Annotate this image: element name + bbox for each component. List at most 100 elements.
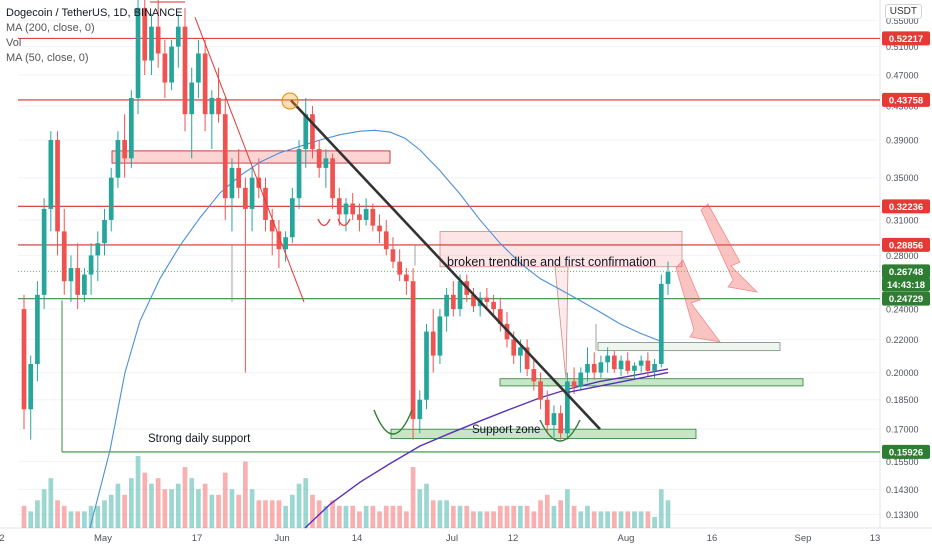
volume-bar (598, 511, 604, 528)
volume-bar (128, 478, 134, 528)
price-label-box (882, 237, 930, 252)
indicator-vol[interactable]: Vol (6, 37, 22, 49)
candle-body (61, 231, 67, 282)
candle-body (551, 413, 557, 426)
price-label-box (882, 444, 930, 459)
volume-bar (162, 489, 168, 528)
volume-bar (471, 511, 476, 528)
candles-layer (21, 0, 671, 440)
volume-bar (625, 511, 631, 528)
volume-layer (21, 456, 671, 528)
volume-bar (404, 511, 409, 528)
volume-bar (531, 511, 537, 528)
volume-bar (108, 494, 114, 528)
volume-bar (256, 500, 262, 528)
volume-bar (229, 489, 235, 528)
y-tick-label: 0.51000 (886, 42, 919, 52)
volume-bar (41, 489, 47, 528)
y-tick-label: 0.28000 (886, 251, 919, 261)
candle-body (175, 26, 181, 47)
volume-bar (377, 511, 382, 528)
candle-body (222, 114, 228, 199)
x-tick-label: May (94, 533, 112, 544)
volume-bar (618, 511, 624, 528)
v-mark (337, 218, 351, 227)
x-tick-label: Jun (274, 533, 289, 544)
volume-bar (189, 478, 195, 528)
candle-body (645, 360, 651, 371)
y-tick-label: 0.35000 (886, 173, 919, 183)
volume-bar (35, 500, 40, 528)
y-tick-label: 0.24000 (886, 305, 919, 315)
indicator-ma200[interactable]: MA (200, close, 0) (6, 22, 95, 34)
projection-arrow (675, 259, 721, 343)
ma200-line (304, 368, 669, 529)
y-tick-label: 0.31000 (886, 215, 919, 225)
candle-body (310, 114, 315, 150)
candle-body (276, 231, 282, 250)
candle-body (377, 225, 382, 232)
candle-body (283, 237, 288, 250)
candle-body (457, 281, 463, 310)
price-label: 0.24729 (889, 294, 923, 305)
y-tick-label: 0.20000 (886, 368, 919, 378)
indicator-ma50[interactable]: MA (50, close, 0) (6, 52, 89, 64)
volume-bar (491, 511, 496, 528)
volume-bar (591, 511, 597, 528)
volume-bar (363, 505, 369, 528)
volume-bar (61, 505, 67, 528)
volume-bar (343, 505, 349, 528)
candle-body (450, 294, 456, 310)
volume-bar (336, 505, 342, 528)
candle-body (565, 381, 570, 434)
y-tick-label: 0.14300 (886, 485, 919, 495)
candle-body (404, 274, 409, 282)
volume-bar (645, 511, 651, 528)
projection-arrow (700, 203, 759, 293)
candle-body (68, 268, 74, 282)
volume-bar (370, 505, 376, 528)
red-trendline (194, 16, 305, 303)
volume-bar (68, 511, 74, 528)
candle-body (169, 46, 174, 83)
candle-body (82, 274, 87, 295)
volume-bar (357, 511, 362, 528)
volume-bar (464, 505, 470, 528)
volume-bar (430, 500, 436, 528)
v-mark (317, 218, 331, 227)
volume-bar (263, 500, 268, 528)
candle-body (544, 399, 550, 426)
candle-body (48, 140, 54, 209)
candle-body (518, 347, 523, 356)
y-tick-label: 0.17000 (886, 425, 919, 435)
volume-bar (551, 505, 557, 528)
callout-pointer (554, 266, 569, 380)
candle-body (484, 297, 490, 302)
candle-body (336, 198, 342, 215)
volume-bar (303, 478, 309, 528)
candle-body (296, 149, 302, 199)
symbol-title[interactable]: Dogecoin / TetherUS, 1D, BINANCE (6, 7, 183, 19)
volume-bar (565, 489, 570, 528)
volume-bar (310, 494, 315, 528)
volume-bar (538, 500, 543, 528)
candle-body (350, 203, 356, 215)
volume-bar (504, 505, 510, 528)
price-label: 0.15926 (889, 447, 923, 458)
volume-bar (222, 472, 228, 528)
volume-bar (450, 505, 456, 528)
volume-bar (135, 456, 141, 528)
candle-body (155, 26, 161, 54)
candle-body (229, 167, 235, 199)
volume-bar (638, 511, 644, 528)
candle-body (55, 140, 60, 232)
x-tick-label: Aug (618, 533, 635, 544)
currency-button[interactable]: USDT (884, 4, 922, 19)
y-tick-label: 0.13300 (886, 510, 919, 520)
candle-body (658, 283, 664, 364)
y-tick-label: 0.39000 (886, 136, 919, 146)
price-label: 14:43:18 (887, 280, 925, 291)
